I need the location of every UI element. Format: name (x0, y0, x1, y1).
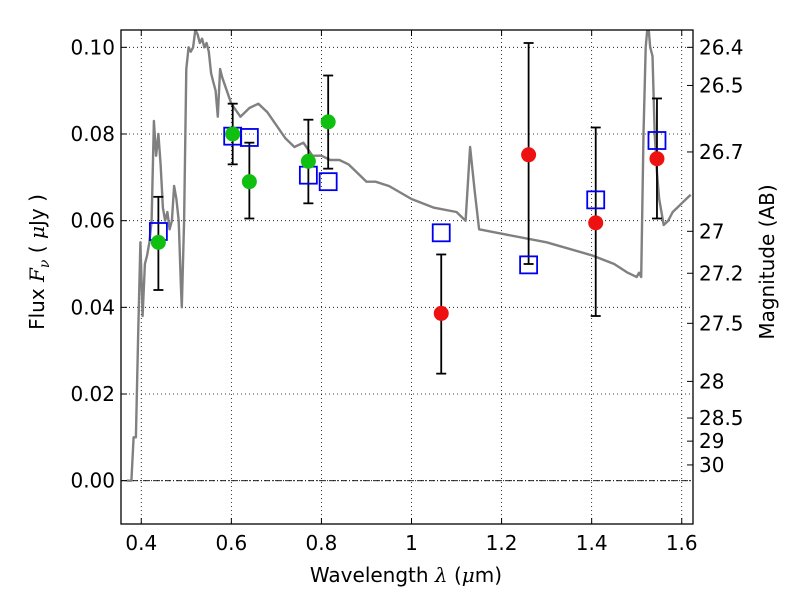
obs-point-green (320, 114, 336, 130)
y2-tick-label: 26.4 (699, 35, 744, 59)
obs-point-green (241, 174, 257, 190)
y2-tick-label: 27 (699, 219, 724, 243)
obs-point-green (225, 126, 241, 142)
grid (121, 30, 693, 524)
sed-line (126, 30, 692, 482)
x-tick-label: 1.4 (576, 531, 608, 555)
model-sed-curve (126, 30, 692, 482)
y-tick-label: 0.10 (70, 35, 115, 59)
y-tick-label: 0.06 (70, 209, 115, 233)
x-tick-label: 0.8 (306, 531, 338, 555)
observed-points (150, 114, 665, 321)
obs-point-green (300, 153, 316, 169)
y-tick-label: 0.02 (70, 382, 115, 406)
obs-point-red (588, 215, 604, 231)
obs-point-green (150, 234, 166, 250)
model-band-squares (148, 126, 667, 275)
model-band-square (647, 131, 667, 150)
obs-point-red (433, 305, 449, 321)
x-tick-label: 0.4 (125, 531, 157, 555)
y2-tick-label: 27.5 (699, 311, 744, 335)
y2-tick-label: 29 (699, 429, 724, 453)
obs-point-red (649, 151, 665, 167)
y-tick-label: 0.00 (70, 469, 115, 493)
obs-point-red (521, 147, 537, 163)
y2-tick-label: 27.2 (699, 261, 744, 285)
y2-tick-label: 28 (699, 369, 724, 393)
plot-frame (120, 29, 694, 525)
model-band-square (239, 128, 259, 147)
x-tick-label: 0.6 (215, 531, 247, 555)
y-tick-label: 0.04 (70, 295, 115, 319)
x-axis-label: Wavelength λ (μm) (310, 563, 502, 587)
model-band-square (519, 255, 539, 275)
y-axis-label: Flux Fν ( μJy ) (25, 194, 53, 330)
error-bars (153, 42, 662, 375)
y2-tick-label: 28.5 (699, 406, 744, 430)
y2-tick-label: 30 (699, 453, 724, 477)
model-band-square (318, 172, 338, 192)
x-tick-label: 1.2 (486, 531, 518, 555)
y-tick-label: 0.08 (70, 122, 115, 146)
y2-axis-label: Magnitude (AB) (755, 184, 779, 339)
x-axis-ticks: 0.4 0.6 0.8 1 1.2 1.4 1.6 (125, 30, 698, 555)
model-band-square (586, 190, 606, 210)
y2-tick-label: 26.7 (699, 140, 744, 164)
x-tick-label: 1 (405, 531, 418, 555)
y2-tick-label: 26.5 (699, 73, 744, 97)
y-axis-ticks: 0.00 0.02 0.04 0.06 0.08 0.10 (70, 35, 127, 493)
x-tick-label: 1.6 (666, 531, 698, 555)
model-band-square (431, 223, 451, 243)
